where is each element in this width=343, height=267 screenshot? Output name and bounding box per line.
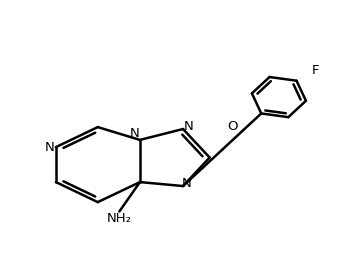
Text: N: N: [181, 177, 191, 190]
Text: O: O: [228, 120, 238, 133]
Text: N: N: [130, 127, 140, 140]
Text: NH₂: NH₂: [107, 212, 132, 225]
Text: N: N: [183, 120, 193, 133]
Text: F: F: [312, 64, 319, 77]
Text: N: N: [45, 141, 55, 154]
